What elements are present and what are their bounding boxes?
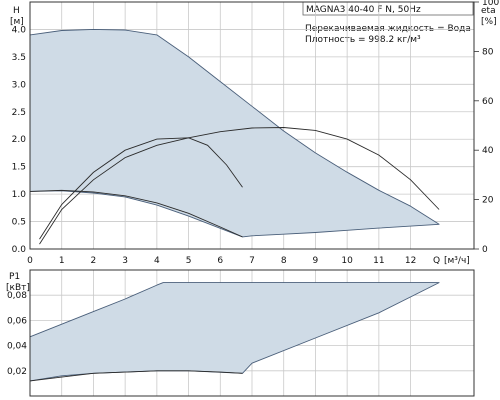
tick-label: 0 — [482, 245, 488, 255]
head-axis-label: H — [13, 6, 20, 16]
flow-axis-label: Q — [433, 256, 440, 266]
fluid-info: Перекачиваемая жидкость = Вода — [305, 24, 471, 34]
flow-axis-unit: [м³/ч] — [444, 256, 470, 266]
eta-axis-unit: [%] — [481, 17, 497, 27]
tick-label: 100 — [482, 0, 499, 8]
model-label: MAGNA3 40-40 F N, 50Hz — [306, 5, 421, 15]
tick-label: 1.5 — [12, 163, 26, 173]
power-axis-label: P1 — [9, 272, 20, 282]
tick-label: 0.0 — [12, 245, 27, 255]
tick-label: 1 — [59, 256, 65, 266]
tick-label: 11 — [373, 256, 384, 266]
tick-label: 0,04 — [7, 342, 27, 352]
tick-label: 7 — [249, 256, 255, 266]
tick-label: 80 — [482, 47, 494, 57]
head-curve — [29, 189, 243, 238]
head-plot-frame — [29, 1, 475, 250]
power-plot-frame — [29, 269, 475, 397]
tick-label: 10 — [341, 256, 353, 266]
tick-label: 20 — [482, 196, 494, 206]
efficiency-curve — [39, 127, 440, 245]
tick-label: 0.5 — [12, 218, 26, 228]
power-curve — [29, 370, 243, 382]
tick-label: 3.5 — [12, 53, 26, 63]
tick-label: 0 — [27, 256, 33, 266]
tick-label: 6 — [217, 256, 223, 266]
tick-label: 2 — [91, 256, 97, 266]
tick-label: 40 — [482, 146, 494, 156]
efficiency-curve — [39, 137, 243, 240]
tick-label: 12 — [405, 256, 416, 266]
tick-label: 2.0 — [12, 135, 27, 145]
tick-label: 1.0 — [12, 190, 27, 200]
tick-label: 5 — [186, 256, 192, 266]
tick-label: 4.0 — [12, 25, 27, 35]
tick-label: 60 — [482, 97, 494, 107]
tick-label: 0,02 — [7, 367, 27, 377]
tick-label: 0,06 — [7, 316, 27, 326]
tick-label: 4 — [154, 256, 160, 266]
tick-label: 8 — [281, 256, 287, 266]
tick-label: 2.5 — [12, 108, 26, 118]
eta-axis-label: eta — [481, 6, 496, 16]
tick-label: 3.0 — [12, 80, 27, 90]
tick-label: 3 — [122, 256, 128, 266]
operating-area — [29, 28, 440, 238]
power-axis-unit: [кВт] — [6, 283, 30, 293]
tick-label: 9 — [313, 256, 319, 266]
tick-label: 0,08 — [7, 291, 27, 301]
density-info: Плотность = 998.2 кг/м³ — [305, 35, 421, 45]
head-axis-unit: [м] — [10, 17, 24, 27]
